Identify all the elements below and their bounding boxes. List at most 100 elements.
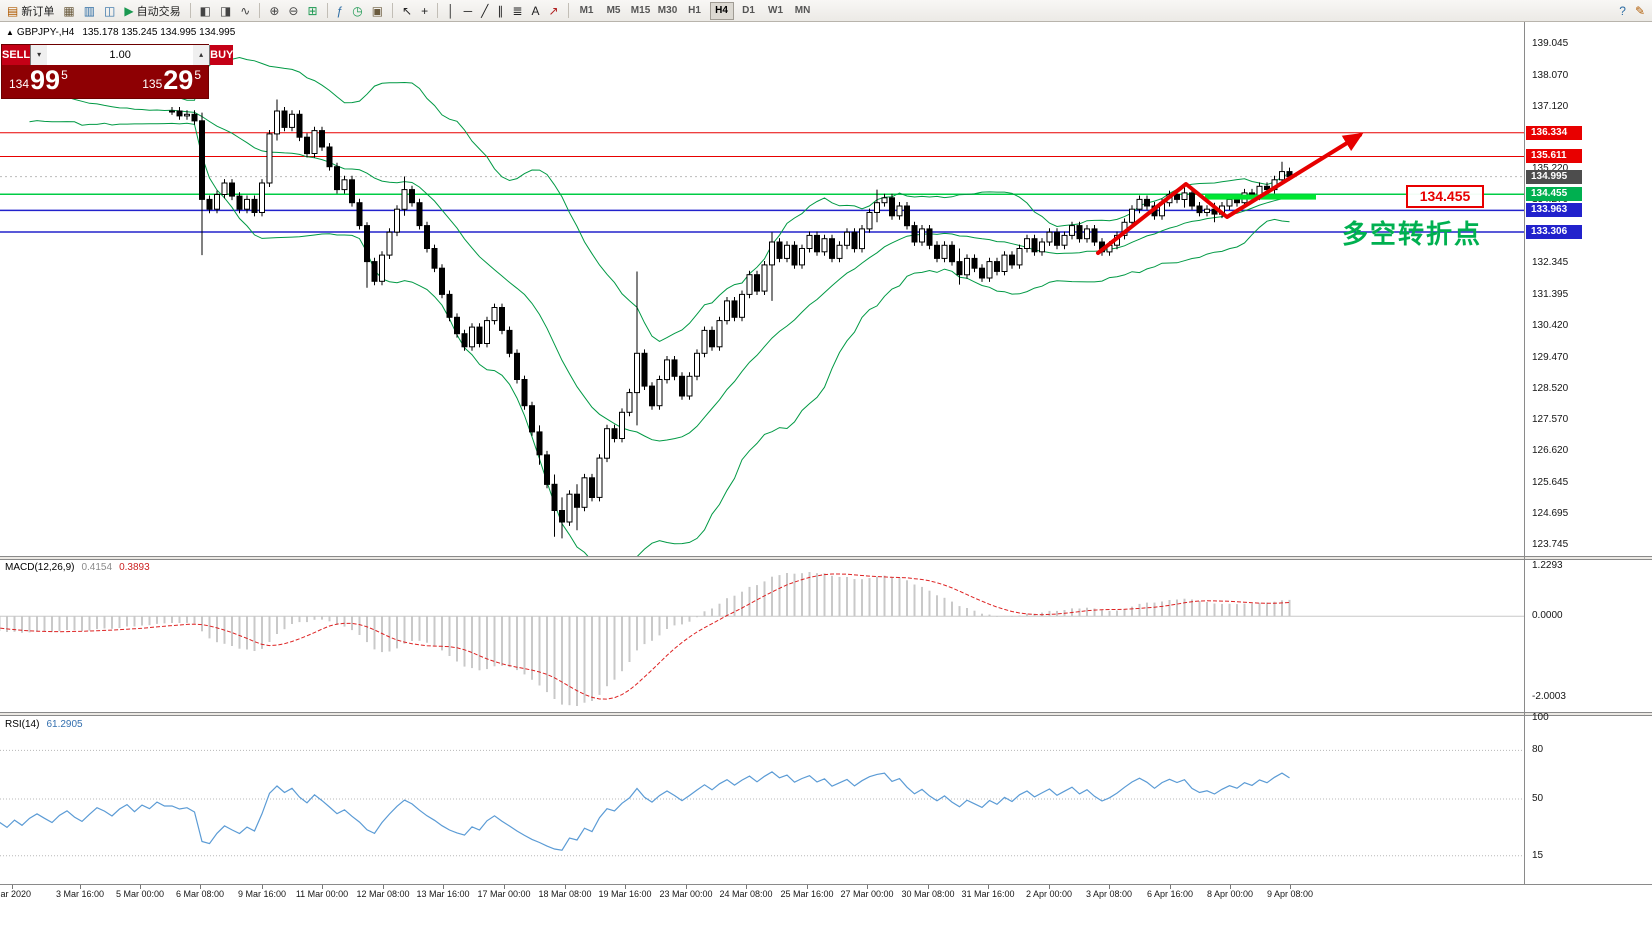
new-order-icon: ▤ bbox=[7, 3, 19, 18]
time-tick bbox=[1290, 885, 1291, 889]
candle-body bbox=[941, 244, 948, 259]
time-label: 19 Mar 16:00 bbox=[598, 889, 652, 899]
candle-body bbox=[454, 316, 460, 335]
one-click-trading-panel: SELL ▾ ▴ BUY 134 99 5 135 29 5 bbox=[1, 44, 234, 99]
price-tag-134.995: 134.995 bbox=[1526, 169, 1582, 184]
time-tick bbox=[686, 885, 687, 889]
volume-decrease-button[interactable]: ▾ bbox=[31, 45, 48, 65]
candlestick-icon[interactable]: ◨ bbox=[216, 3, 235, 19]
bar-chart-icon[interactable]: ◧ bbox=[196, 3, 215, 19]
price-annotation-box[interactable]: 134.455 bbox=[1406, 185, 1484, 208]
channel-icon[interactable]: ∥ bbox=[493, 3, 507, 19]
arrows-icon[interactable]: ↗ bbox=[544, 3, 562, 19]
price-axis[interactable]: 139.045138.070137.120136.170135.220134.2… bbox=[1524, 22, 1652, 884]
candle-body bbox=[746, 274, 753, 295]
sell-button[interactable]: SELL bbox=[2, 45, 31, 65]
candle-body bbox=[844, 231, 850, 246]
fibonacci-icon[interactable]: ≣ bbox=[508, 3, 526, 19]
timeframe-w1-button[interactable]: W1 bbox=[768, 4, 784, 16]
candle-body bbox=[371, 261, 378, 282]
rsi-line bbox=[0, 771, 1290, 851]
time-label: Mar 2020 bbox=[0, 889, 32, 899]
help-icon: ? bbox=[1619, 3, 1626, 18]
candle-body bbox=[904, 205, 910, 227]
time-tick bbox=[443, 885, 444, 889]
timeframe-h4-button[interactable]: H4 bbox=[709, 1, 734, 20]
crosshair-icon[interactable]: + bbox=[417, 3, 432, 19]
autotrading-button[interactable]: ▶ 自动交易 bbox=[120, 2, 184, 20]
time-tick bbox=[1049, 885, 1050, 889]
line-chart-icon[interactable]: ∿ bbox=[236, 3, 254, 19]
vertical-line-icon[interactable]: │ bbox=[443, 3, 459, 19]
candle-body bbox=[529, 405, 535, 433]
horizontal-line-icon[interactable]: ─ bbox=[460, 3, 477, 19]
periods-icon: ◷ bbox=[352, 3, 363, 18]
price-label-135.220: 135.220 bbox=[1532, 163, 1568, 174]
time-label: 27 Mar 00:00 bbox=[840, 889, 894, 899]
help-icon[interactable]: ? bbox=[1615, 3, 1630, 19]
rsi-value: 61.2905 bbox=[46, 719, 83, 730]
macd-panel-separator[interactable] bbox=[0, 556, 1652, 560]
text-icon[interactable]: A bbox=[527, 3, 543, 19]
zoom-in-icon[interactable]: ⊕ bbox=[265, 3, 283, 19]
new-order-button[interactable]: ▤ 新订单 bbox=[3, 2, 58, 20]
time-tick bbox=[565, 885, 566, 889]
profiles-icon[interactable]: ▦ bbox=[59, 3, 78, 19]
candle-body bbox=[221, 182, 228, 195]
macd-histogram bbox=[0, 572, 1291, 706]
candle-body bbox=[1264, 185, 1270, 191]
indicators-icon[interactable]: ƒ bbox=[333, 3, 348, 19]
candle-body bbox=[919, 228, 925, 243]
zoom-out-icon[interactable]: ⊖ bbox=[284, 3, 302, 19]
periods-icon[interactable]: ◷ bbox=[348, 3, 366, 19]
price-tag-133.963: 133.963 bbox=[1526, 203, 1582, 218]
turning-point-annotation[interactable]: 多空转折点 bbox=[1342, 219, 1483, 249]
candle-body bbox=[934, 244, 940, 259]
time-label: 25 Mar 16:00 bbox=[780, 889, 834, 899]
market-watch-icon[interactable]: ▥ bbox=[80, 3, 99, 19]
tile-windows-icon[interactable]: ⊞ bbox=[303, 3, 321, 19]
time-tick bbox=[140, 885, 141, 889]
candle-body bbox=[409, 189, 415, 204]
feedback-icon[interactable]: ✎ bbox=[1631, 3, 1649, 19]
buy-button[interactable]: BUY bbox=[210, 45, 234, 65]
timeframe-mn-button[interactable]: MN bbox=[794, 4, 811, 16]
candle-body bbox=[341, 179, 348, 191]
candle-body bbox=[356, 202, 363, 227]
time-label: 24 Mar 08:00 bbox=[719, 889, 773, 899]
candle-body bbox=[274, 110, 280, 135]
templates-icon[interactable]: ▣ bbox=[368, 3, 387, 19]
time-tick bbox=[322, 885, 323, 889]
candle-body bbox=[986, 261, 993, 279]
sell-price[interactable]: 134 99 5 bbox=[9, 67, 68, 94]
macd-panel bbox=[0, 572, 1524, 706]
candle-body bbox=[431, 248, 438, 269]
price-label-130.420: 130.420 bbox=[1532, 320, 1569, 332]
volume-increase-button[interactable]: ▴ bbox=[193, 45, 210, 65]
timeframe-m15-button[interactable]: M15 bbox=[630, 4, 651, 16]
candle-body bbox=[251, 198, 258, 213]
buy-price[interactable]: 135 29 5 bbox=[142, 67, 201, 94]
timeframe-d1-button[interactable]: D1 bbox=[742, 4, 755, 16]
rsi-panel-separator[interactable] bbox=[0, 712, 1652, 716]
candle-body bbox=[611, 428, 618, 440]
direction-marker-icon: ▲ bbox=[6, 28, 14, 37]
timeframe-m30-button[interactable]: M30 bbox=[657, 4, 678, 16]
time-axis[interactable]: Mar 2020 3 Mar 16:00 5 Mar 00:00 6 Mar 08:0… bbox=[0, 884, 1652, 903]
trend-arrow[interactable] bbox=[1096, 132, 1364, 255]
candle-body bbox=[634, 352, 640, 394]
trendline-icon[interactable]: ╱ bbox=[477, 3, 492, 19]
timeframe-m5-button[interactable]: M5 bbox=[606, 4, 621, 16]
data-window-icon[interactable]: ◫ bbox=[100, 3, 119, 19]
macd-indicator-label: MACD(12,26,9) 0.4154 0.3893 bbox=[5, 562, 150, 573]
candle-body bbox=[1001, 254, 1008, 273]
symbol-header: ▲ GBPJPY-,H4 135.178 135.245 134.995 134.9… bbox=[6, 27, 235, 38]
price-tag-135.611: 135.611 bbox=[1526, 149, 1582, 164]
timeframe-m1-button[interactable]: M1 bbox=[579, 4, 594, 16]
main-chart-layer bbox=[0, 50, 1524, 556]
volume-input[interactable] bbox=[47, 45, 194, 65]
candle-body bbox=[191, 113, 198, 122]
timeframe-h1-button[interactable]: H1 bbox=[688, 4, 701, 16]
cursor-icon[interactable]: ↖ bbox=[398, 3, 416, 19]
